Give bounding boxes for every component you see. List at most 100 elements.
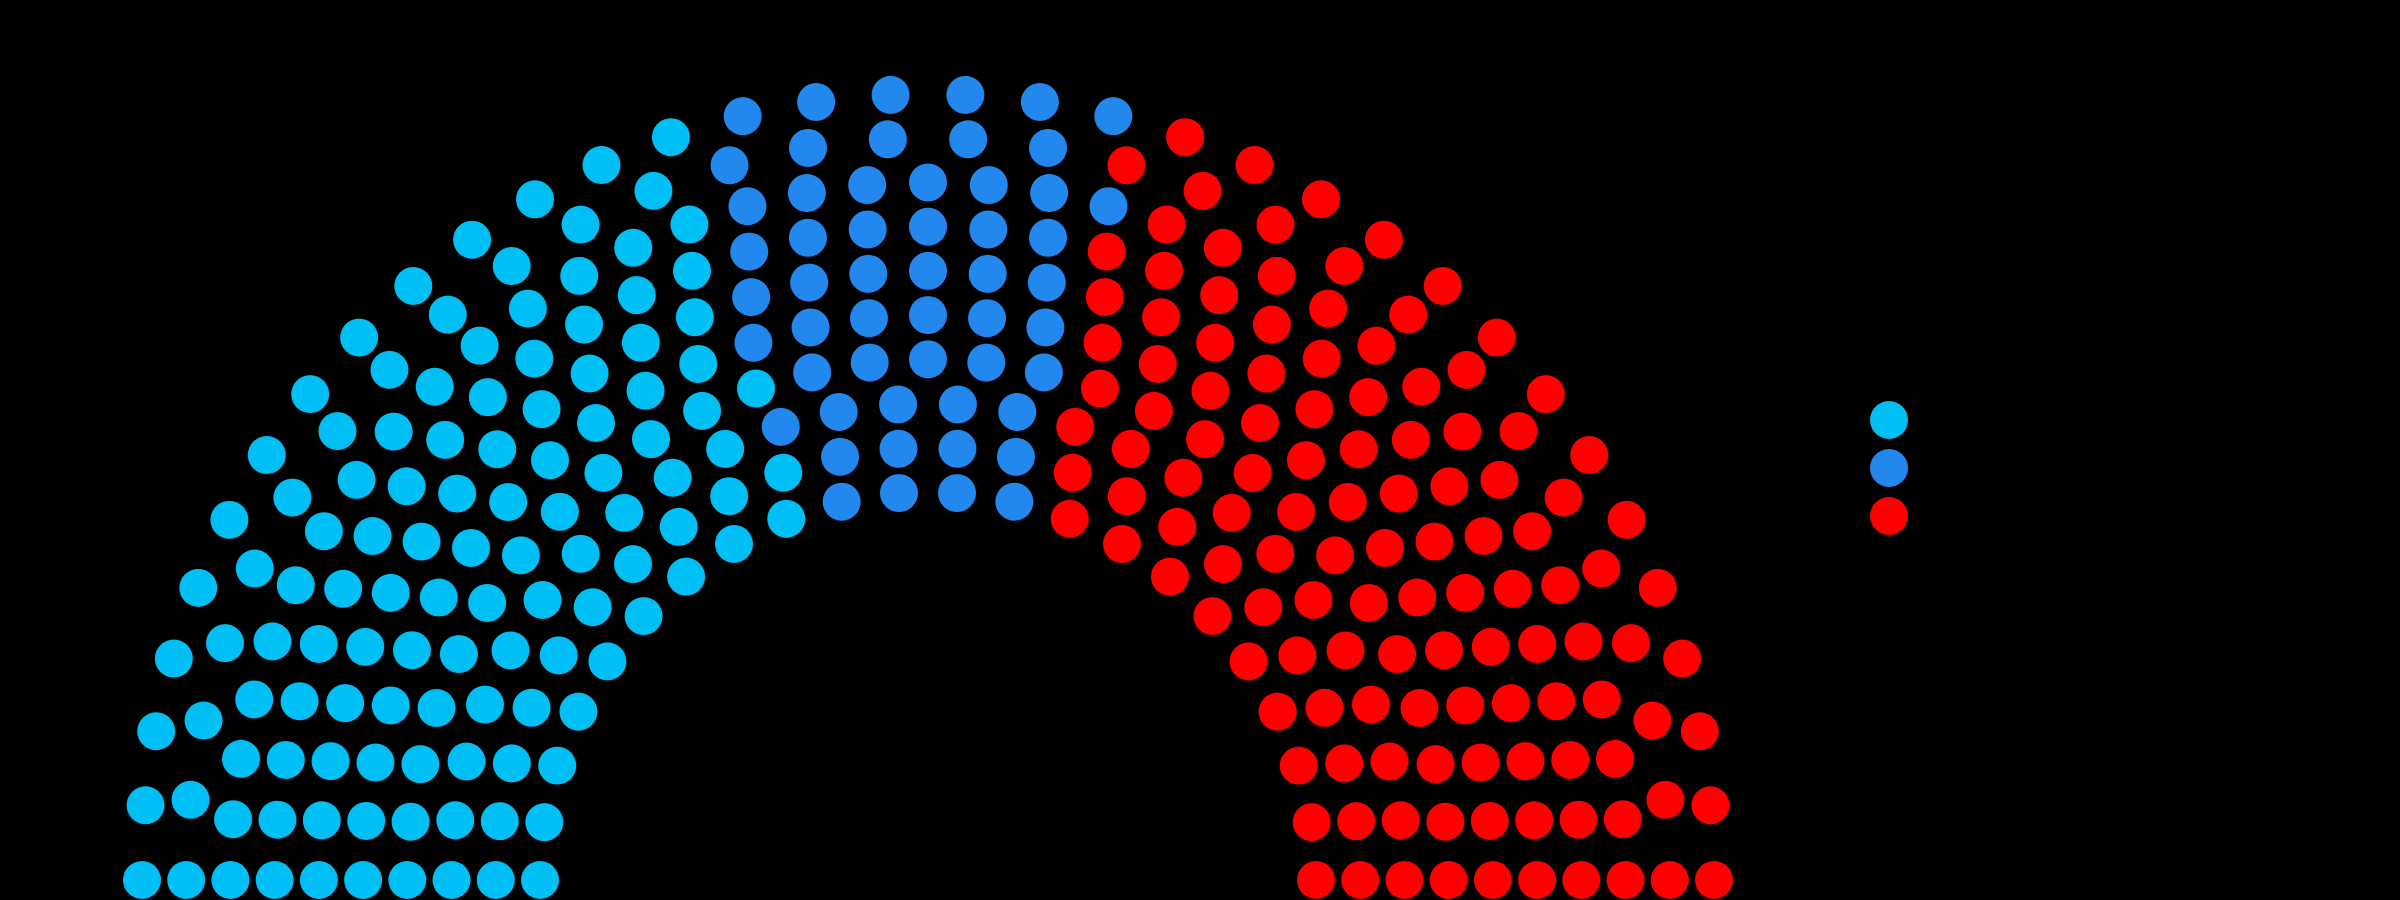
seat-dot — [1029, 128, 1068, 167]
seat-dot — [1029, 218, 1068, 257]
seat-dot — [1349, 583, 1388, 622]
legend-swatch-icon — [1870, 449, 1908, 487]
seat-dot — [419, 578, 458, 617]
legend-row[interactable] — [1870, 492, 2330, 540]
seat-dot — [1142, 298, 1181, 337]
seat-dot — [1020, 83, 1059, 121]
seat-dot — [387, 467, 426, 506]
seat-dot — [710, 477, 749, 516]
seat-dot — [1080, 369, 1119, 408]
seat-dot — [253, 622, 292, 661]
seat-dot — [573, 588, 612, 627]
seat-dot — [391, 802, 430, 841]
seat-dot — [538, 746, 577, 785]
seat-dot — [1094, 97, 1133, 136]
seat-dot — [1183, 171, 1222, 210]
seat-dot — [137, 712, 176, 751]
seat-dot — [304, 512, 343, 551]
seat-dot — [1446, 686, 1485, 725]
seat-dot — [439, 635, 478, 674]
seat-dot — [1302, 180, 1340, 219]
seat-dot — [1278, 636, 1317, 675]
seat-dot — [1477, 318, 1516, 357]
seat-dot — [1256, 534, 1295, 573]
seat-dot — [560, 256, 599, 295]
seat-dot — [521, 861, 559, 899]
legend-swatch-icon — [1870, 497, 1908, 535]
seat-dot — [1429, 861, 1468, 899]
seat-dot — [1544, 478, 1583, 517]
seat-dot — [1402, 367, 1441, 406]
seat-dot — [374, 412, 413, 451]
seat-dot — [1518, 624, 1557, 663]
seat-dot — [634, 171, 673, 210]
seat-dot — [1611, 624, 1650, 663]
seat-dot — [1562, 861, 1601, 899]
seat-dot — [626, 371, 665, 410]
seat-dot — [1305, 688, 1344, 727]
seat-dot — [1297, 861, 1335, 899]
seat-dot — [1089, 187, 1128, 226]
seat-dot — [613, 545, 652, 584]
seat-dot — [946, 75, 985, 114]
seat-dot — [1295, 390, 1334, 429]
seat-dot — [468, 378, 507, 417]
seat-dot — [732, 278, 771, 317]
seat-dot — [525, 803, 564, 842]
seat-dot — [523, 580, 562, 619]
seat-dot — [1385, 861, 1424, 899]
seat-dot — [614, 228, 653, 267]
legend-swatch-icon — [1870, 401, 1908, 439]
seat-dot — [675, 298, 714, 337]
seat-dot — [1103, 524, 1141, 563]
seat-dot — [790, 263, 829, 302]
seat-dot — [565, 305, 604, 344]
seat-dot — [1461, 743, 1500, 782]
seat-dot — [1087, 232, 1126, 271]
seat-dot — [1256, 205, 1295, 244]
seat-dot — [1229, 642, 1268, 681]
seat-dot — [210, 500, 249, 539]
seat-dot — [516, 180, 554, 219]
seat-dot — [723, 97, 762, 136]
seat-dot — [996, 437, 1035, 476]
seat-dot — [1378, 635, 1417, 674]
seat-dot — [415, 367, 454, 406]
seat-dot — [1473, 861, 1512, 899]
seat-dot — [1370, 742, 1409, 781]
seat-dot — [508, 289, 547, 328]
seat-dot — [347, 801, 386, 840]
seat-dot — [849, 254, 888, 293]
seat-dot — [879, 429, 918, 468]
seat-dot — [1389, 295, 1428, 334]
seat-dot — [1053, 453, 1092, 492]
seat-dot — [171, 780, 210, 819]
seat-dot — [273, 478, 312, 517]
seat-dot — [909, 340, 947, 379]
seat-dot — [258, 800, 297, 839]
seat-dot — [1030, 174, 1069, 213]
seat-dot — [909, 207, 947, 246]
seat-dot — [222, 739, 261, 778]
seat-dot — [1252, 305, 1291, 344]
seat-dot — [1027, 263, 1066, 302]
seat-dot — [1150, 557, 1189, 596]
seat-dot — [1595, 739, 1634, 778]
legend-row[interactable] — [1870, 396, 2330, 444]
seat-dot — [909, 296, 947, 335]
seat-dot — [1357, 326, 1396, 365]
seat-dot — [214, 800, 253, 839]
seat-dot — [1416, 745, 1455, 784]
seat-dot — [353, 517, 392, 556]
seat-dot — [522, 390, 561, 429]
seat-dot — [476, 861, 515, 899]
seat-dot — [1286, 441, 1325, 480]
seat-dot — [1379, 474, 1418, 513]
seat-dot — [767, 499, 806, 538]
legend-row[interactable] — [1870, 444, 2330, 492]
seat-dot — [1203, 228, 1242, 267]
seat-dot — [1134, 391, 1173, 430]
seat-dot — [206, 624, 245, 663]
seat-dot — [1541, 566, 1580, 605]
